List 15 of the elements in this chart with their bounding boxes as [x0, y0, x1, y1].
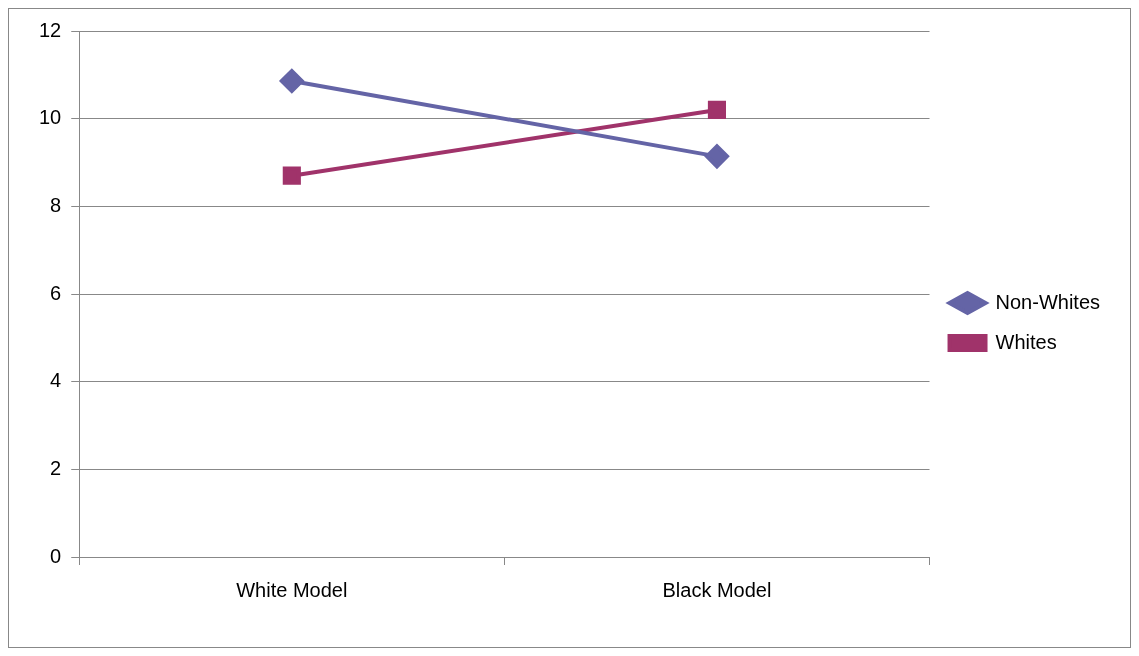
point — [282, 166, 301, 185]
legend-label: Whites — [995, 330, 1057, 353]
point — [704, 144, 729, 169]
x-tick-label: Black Model — [662, 578, 772, 601]
y-tick-label: 12 — [39, 18, 62, 41]
point — [707, 100, 727, 119]
y-tick-label: 2 — [50, 456, 62, 479]
y-tick-label: 6 — [50, 281, 62, 304]
y-tick-label: 10 — [39, 106, 62, 129]
y-tick-label: 8 — [50, 193, 62, 216]
y-tick-label: 0 — [50, 544, 62, 567]
x-tick-label: White Model — [236, 578, 348, 601]
y-tick-label: 4 — [50, 369, 62, 392]
point — [279, 68, 304, 93]
legend-label: Non-Whites — [995, 290, 1101, 313]
